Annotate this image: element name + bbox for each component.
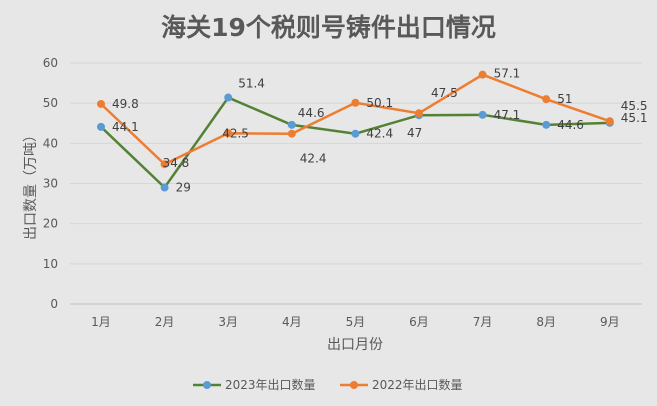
data-label: 49.8 — [112, 97, 139, 111]
data-label: 34.8 — [163, 156, 190, 170]
y-tick-label: 40 — [43, 136, 58, 150]
data-point — [478, 70, 487, 79]
data-label: 29 — [176, 181, 191, 195]
data-label: 47 — [407, 126, 422, 140]
data-point — [542, 120, 551, 129]
x-tick-label: 6月 — [409, 315, 429, 329]
x-tick-label: 9月 — [600, 315, 620, 329]
data-label: 47.1 — [494, 108, 521, 122]
x-tick-label: 5月 — [346, 315, 366, 329]
y-tick-label: 0 — [50, 297, 58, 311]
data-point — [160, 183, 169, 192]
x-tick-label: 7月 — [473, 315, 493, 329]
data-point — [351, 98, 360, 107]
data-label: 44.6 — [298, 106, 325, 120]
data-label: 44.1 — [112, 120, 139, 134]
legend-marker — [350, 381, 358, 389]
data-point — [97, 99, 105, 108]
y-tick-label: 20 — [43, 217, 58, 231]
data-label: 45.5 — [621, 99, 648, 113]
data-point — [287, 129, 296, 138]
data-point — [351, 129, 360, 138]
data-point — [97, 122, 105, 131]
data-point — [224, 93, 233, 102]
data-point — [287, 120, 296, 129]
data-point — [160, 160, 169, 169]
data-point — [542, 95, 551, 104]
data-point — [415, 109, 423, 118]
data-label: 42.5 — [222, 126, 249, 140]
x-tick-label: 8月 — [536, 315, 556, 329]
y-tick-label: 50 — [43, 96, 58, 110]
y-tick-label: 30 — [43, 177, 58, 191]
x-tick-label: 3月 — [218, 315, 238, 329]
x-axis-label: 出口月份 — [327, 337, 383, 353]
legend-marker — [203, 381, 211, 389]
data-point — [605, 117, 614, 126]
data-label: 45.1 — [621, 111, 648, 125]
x-tick-label: 4月 — [282, 315, 302, 329]
legend-label: 2023年出口数量 — [225, 377, 316, 392]
series-line-1 — [100, 73, 611, 166]
data-label: 51 — [557, 92, 572, 106]
data-label: 51.4 — [238, 77, 265, 91]
data-point — [478, 110, 487, 119]
series-line-0 — [100, 95, 610, 190]
legend-label: 2022年出口数量 — [372, 377, 463, 392]
y-tick-label: 10 — [43, 257, 58, 271]
data-label: 47.5 — [431, 86, 458, 100]
data-point — [224, 129, 233, 138]
y-axis-label: 出口数量（万吨） — [23, 128, 39, 240]
x-tick-label: 1月 — [91, 315, 111, 329]
y-tick-label: 60 — [43, 56, 58, 70]
chart-title: 海关19个税则号铸件出口情况 — [161, 13, 496, 42]
data-label: 44.6 — [557, 118, 584, 132]
x-tick-label: 2月 — [155, 315, 175, 329]
data-label: 57.1 — [494, 67, 521, 81]
data-label: 50.1 — [366, 96, 393, 110]
data-label: 42.4 — [300, 152, 327, 166]
data-label: 42.4 — [366, 127, 393, 141]
